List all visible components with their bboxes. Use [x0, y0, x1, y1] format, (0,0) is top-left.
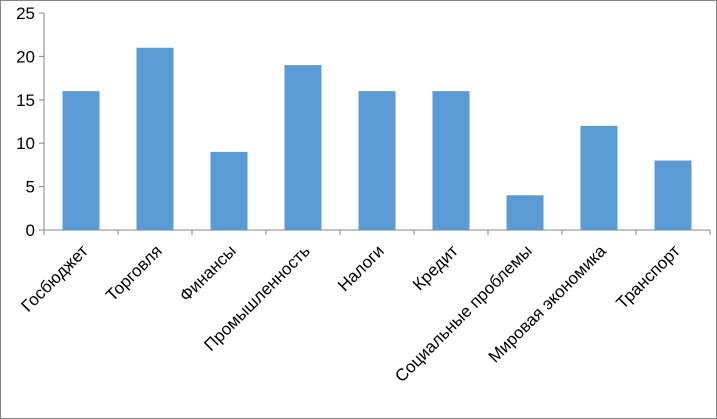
- bar: [506, 195, 544, 230]
- category-label: Налоги: [334, 241, 388, 295]
- y-tick-label: 5: [26, 178, 35, 197]
- bar: [284, 65, 322, 230]
- category-label: Социальные проблемы: [391, 241, 536, 386]
- bar: [580, 125, 618, 230]
- y-tick-label: 20: [16, 47, 35, 66]
- category-label: Транспорт: [613, 241, 684, 312]
- bar: [136, 47, 174, 230]
- category-label: Торговля: [102, 241, 166, 305]
- category-label: Финансы: [176, 241, 240, 305]
- y-tick-label: 0: [26, 221, 35, 240]
- y-axis: 0 5 10 15 20 25: [16, 4, 45, 240]
- bars: [62, 47, 692, 231]
- bar: [62, 91, 100, 231]
- category-label: Кредит: [409, 241, 462, 294]
- y-tick-label: 10: [16, 134, 35, 153]
- bar: [432, 91, 470, 231]
- y-tick-label: 25: [16, 4, 35, 23]
- bar: [654, 160, 692, 230]
- bar: [210, 151, 248, 230]
- y-tick-label: 15: [16, 91, 35, 110]
- bar: [358, 91, 396, 231]
- category-label: Госбюджет: [18, 241, 92, 315]
